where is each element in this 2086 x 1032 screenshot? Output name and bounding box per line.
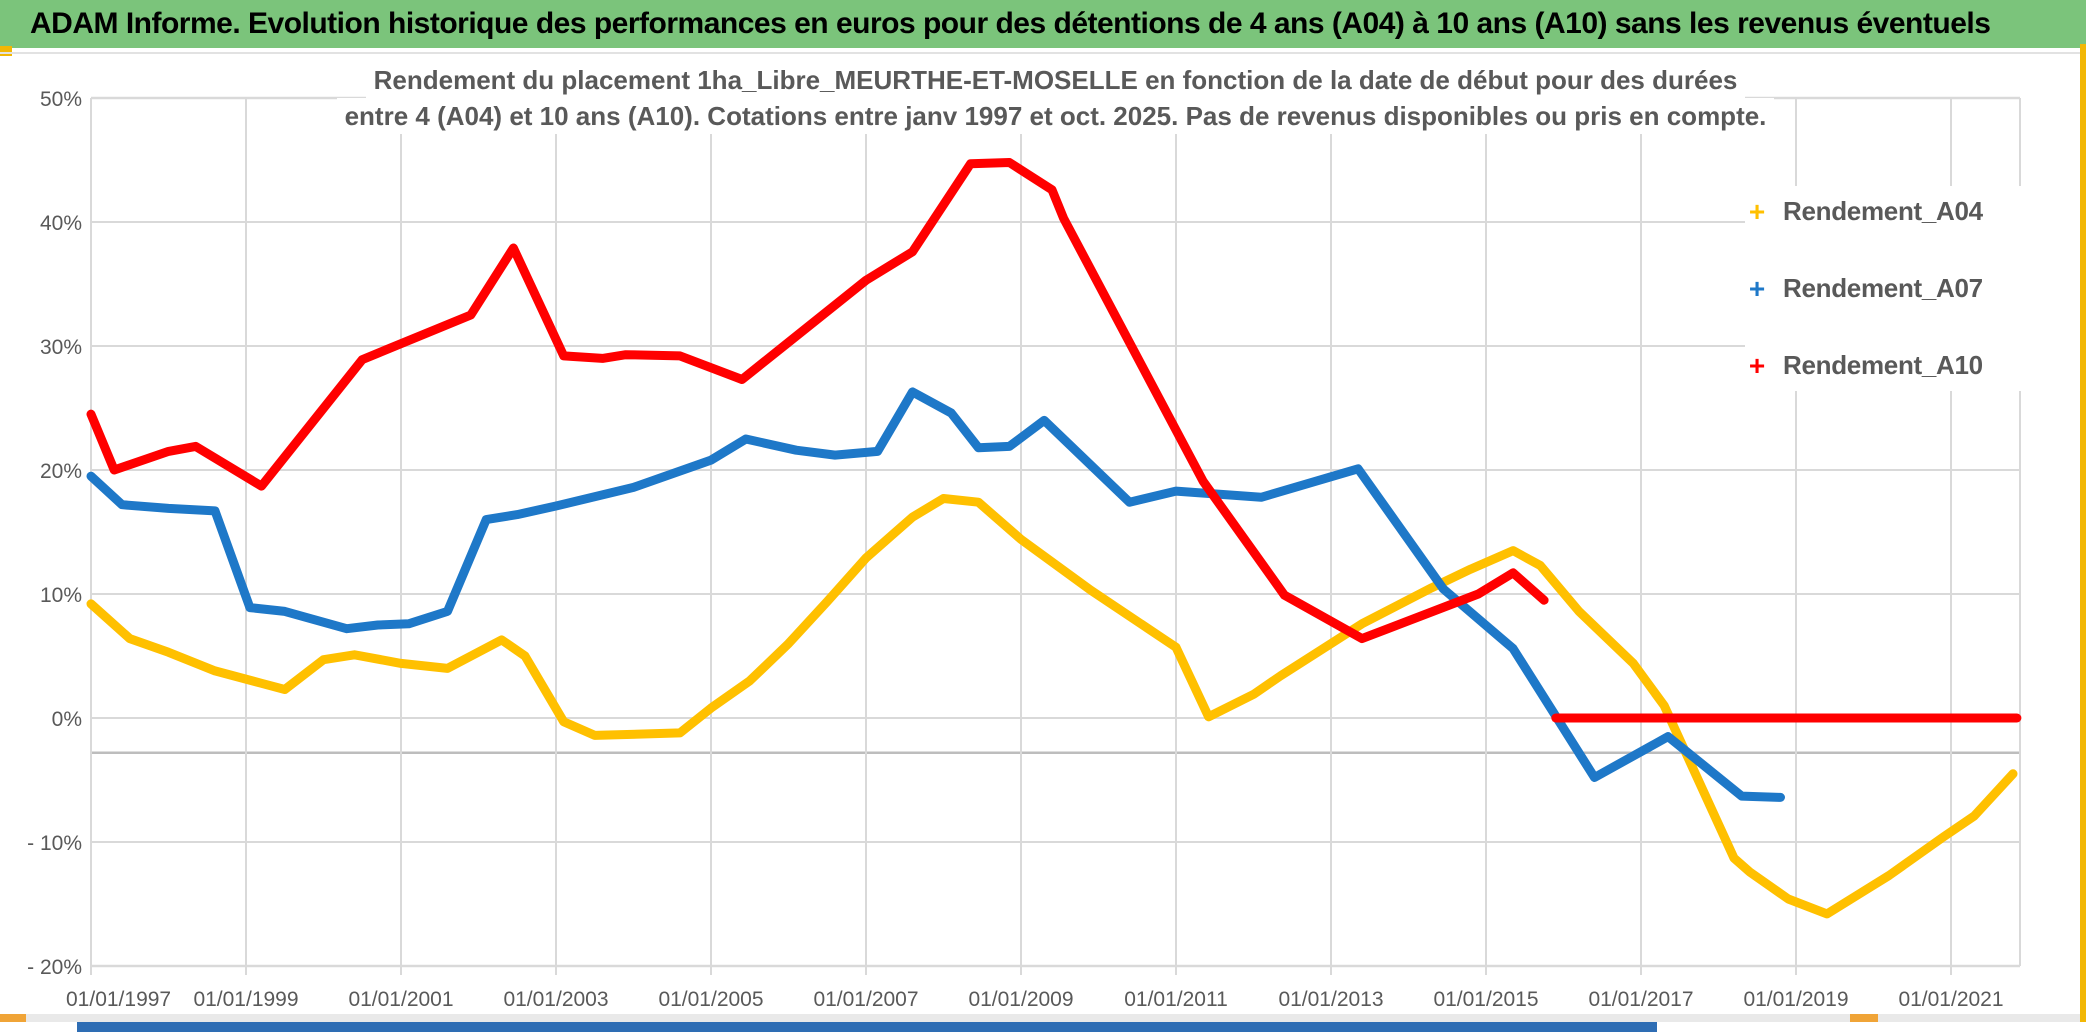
y-axis-label: - 20%: [27, 956, 82, 979]
y-axis-label: 50%: [40, 88, 82, 111]
y-axis-label: 30%: [40, 336, 82, 359]
x-axis-label: 01/01/2011: [1124, 988, 1228, 1011]
x-axis-label: 01/01/2005: [658, 988, 763, 1011]
legend-label: Rendement_A07: [1783, 273, 1983, 303]
series-line-rendement_a07: [86, 387, 1785, 802]
plus-marker-icon: +: [1748, 195, 1766, 227]
legend-item-rendement-a10[interactable]: + Rendement_A10: [1745, 350, 2025, 381]
x-axis-label: 01/01/1997: [66, 988, 171, 1011]
scrollbar-thumb[interactable]: [1850, 1014, 1878, 1022]
series-line-rendement_a04: [86, 494, 2018, 919]
legend-item-rendement-a07[interactable]: + Rendement_A07: [1745, 273, 2025, 304]
chart-legend: + Rendement_A04 + Rendement_A07 + Rendem…: [1745, 186, 2025, 391]
legend-item-rendement-a04[interactable]: + Rendement_A04: [1745, 196, 2025, 227]
x-axis-label: 01/01/2009: [968, 988, 1073, 1011]
y-axis-label: 40%: [40, 212, 82, 235]
rendement-line-chart: 50% 40% 30% 20% 10% 0% - 10% - 20% 01/01/1997 01/…: [27, 88, 2022, 1011]
page-title: ADAM Informe. Evolution historique des p…: [30, 7, 1991, 40]
chart-region: 50% 40% 30% 20% 10% 0% - 10% - 20% 01/01/1997 01/…: [0, 56, 2080, 1014]
x-axis-label: 01/01/2019: [1743, 988, 1848, 1011]
x-axis-label: 01/01/2017: [1588, 988, 1693, 1011]
y-axis-label: - 10%: [27, 832, 82, 855]
x-axis-label: 01/01/2001: [348, 988, 453, 1011]
scrollbar-left-accent[interactable]: [0, 1014, 26, 1022]
header-underline: [0, 52, 2086, 54]
legend-label: Rendement_A10: [1783, 350, 1983, 380]
y-axis-label: 0%: [52, 708, 82, 731]
x-axis-label: 01/01/2021: [1898, 988, 2003, 1011]
x-axis-label: 01/01/2007: [813, 988, 918, 1011]
x-axis-label: 01/01/2013: [1278, 988, 1383, 1011]
right-edge-accent: [2080, 44, 2086, 1022]
header-bar: ADAM Informe. Evolution historique des p…: [0, 0, 2086, 48]
x-axis-label: 01/01/2003: [503, 988, 608, 1011]
horizontal-scrollbar-track[interactable]: [0, 1014, 2086, 1022]
plus-marker-icon: +: [1748, 349, 1766, 381]
series-line-rendement_a10: [86, 158, 1549, 644]
y-axis-label: 20%: [40, 460, 82, 483]
legend-label: Rendement_A04: [1783, 196, 1983, 226]
x-axis-label: 01/01/1999: [193, 988, 298, 1011]
x-axis-label: 01/01/2015: [1433, 988, 1538, 1011]
y-axis-label: 10%: [40, 584, 82, 607]
status-bar-strip: [77, 1022, 1657, 1032]
plus-marker-icon: +: [1748, 272, 1766, 304]
